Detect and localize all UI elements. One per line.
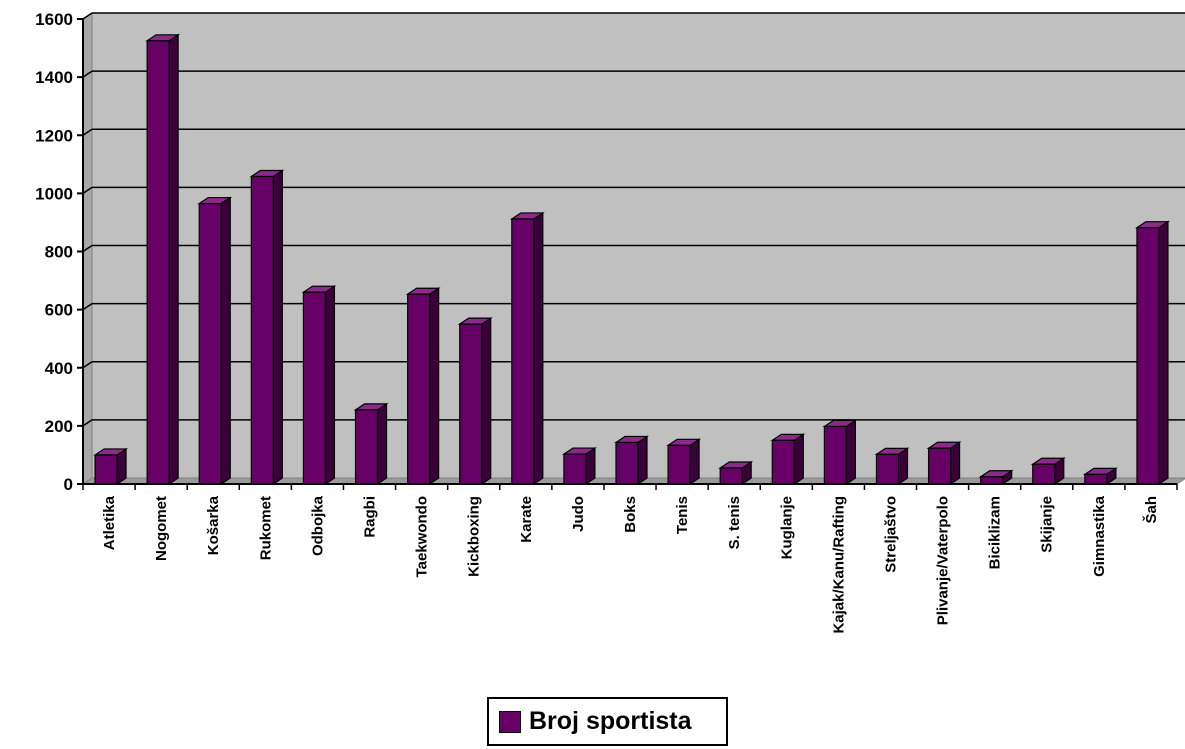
x-tick-label: Rukomet — [257, 496, 274, 560]
bar-side — [168, 33, 179, 486]
bar — [978, 469, 1014, 486]
bar-front — [511, 218, 535, 485]
bar-side — [220, 196, 231, 486]
x-tick-label: Plivanje/Vaterpolo — [935, 496, 952, 625]
legend-label: Broj sportista — [529, 707, 692, 735]
bar-front — [980, 476, 1004, 485]
bar — [405, 287, 441, 486]
bar-front — [146, 40, 170, 485]
gridline-side — [82, 12, 93, 20]
bar — [718, 460, 754, 486]
x-tick-label: Košarka — [205, 495, 222, 555]
bar-front — [1084, 473, 1108, 485]
x-tick-label: Nogomet — [153, 496, 170, 561]
x-tick-label: Ragbi — [361, 496, 378, 538]
bar — [822, 419, 858, 486]
x-tick-label: Judo — [570, 496, 587, 532]
bar-front — [719, 467, 743, 485]
x-tick-label: Atletika — [101, 495, 118, 550]
bar-side — [1158, 220, 1169, 486]
bar-side — [845, 419, 856, 486]
x-tick-label: Odbojka — [309, 495, 326, 556]
y-tick-label: 800 — [45, 243, 73, 262]
bar — [874, 447, 910, 486]
gridline-side — [82, 361, 93, 369]
bar-front — [407, 293, 431, 485]
bar-front — [1032, 463, 1056, 485]
x-tick-label: Kuglanje — [778, 496, 795, 559]
y-tick-label: 1200 — [35, 126, 73, 145]
x-tick-label: Streljaštvo — [882, 496, 899, 573]
y-tick-label: 1000 — [35, 184, 73, 203]
x-tick-label: Skijanje — [1039, 496, 1056, 553]
bar — [93, 447, 129, 486]
y-tick-label: 1400 — [35, 68, 73, 87]
bar-front — [1136, 227, 1160, 485]
bar-front — [615, 441, 639, 485]
bar-side — [376, 402, 388, 486]
bar-front — [354, 409, 379, 485]
y-tick-label: 400 — [45, 359, 73, 378]
bar-front — [771, 439, 795, 485]
bar — [926, 441, 962, 486]
bar-front — [459, 323, 483, 485]
bar-side — [637, 435, 648, 486]
x-tick-label: S. tenis — [726, 496, 743, 549]
bar — [249, 169, 285, 486]
x-tick-label: Biciklizam — [987, 496, 1004, 569]
bar-front — [927, 447, 952, 485]
bar-front — [823, 425, 847, 485]
bar-side — [533, 211, 544, 486]
bar-front — [302, 291, 327, 485]
x-tick-label: Kajak/Kanu/Rafting — [830, 496, 847, 634]
bar — [301, 285, 337, 486]
bar — [1030, 457, 1066, 486]
bar — [353, 402, 389, 486]
bar — [145, 33, 181, 486]
bar — [666, 438, 702, 486]
gridline-side — [82, 186, 93, 194]
bar-front — [875, 453, 900, 485]
x-tick-label: Kickboxing — [466, 496, 483, 577]
bar — [197, 196, 233, 486]
x-tick-label: Tenis — [674, 496, 691, 534]
legend: Broj sportista — [487, 697, 728, 746]
gridline-side — [82, 303, 93, 311]
x-tick-label: Karate — [518, 496, 535, 543]
bar — [509, 211, 545, 486]
bar — [770, 433, 806, 486]
bar-side — [272, 169, 283, 486]
bar — [614, 435, 649, 486]
bar-front — [198, 202, 222, 485]
gridline-side — [82, 128, 93, 136]
bar-side — [324, 285, 336, 486]
bar — [457, 317, 493, 486]
bar — [561, 446, 597, 486]
bar — [1082, 467, 1118, 486]
bar-front — [563, 453, 587, 485]
x-tick-label: Taekwondo — [414, 496, 431, 577]
bar — [1134, 220, 1170, 486]
bar-side — [689, 438, 700, 486]
bar-side — [481, 317, 492, 486]
legend-swatch — [499, 710, 521, 733]
y-tick-label: 0 — [64, 475, 73, 494]
bar-side — [793, 433, 804, 486]
bar-front — [250, 175, 274, 485]
bar-side — [429, 287, 440, 486]
x-tick-label: Šah — [1142, 496, 1160, 524]
bar-front — [94, 454, 118, 485]
x-tick-label: Gimnastika — [1091, 495, 1108, 577]
x-tick-label: Boks — [622, 496, 639, 533]
gridline-side — [82, 244, 93, 253]
y-tick-label: 1600 — [35, 10, 73, 29]
bar-side — [949, 441, 961, 486]
y-tick-label: 200 — [45, 417, 73, 436]
gridline-side — [82, 419, 93, 427]
y-tick-label: 600 — [45, 301, 73, 320]
bar-front — [667, 444, 691, 485]
gridline-side — [82, 70, 93, 78]
